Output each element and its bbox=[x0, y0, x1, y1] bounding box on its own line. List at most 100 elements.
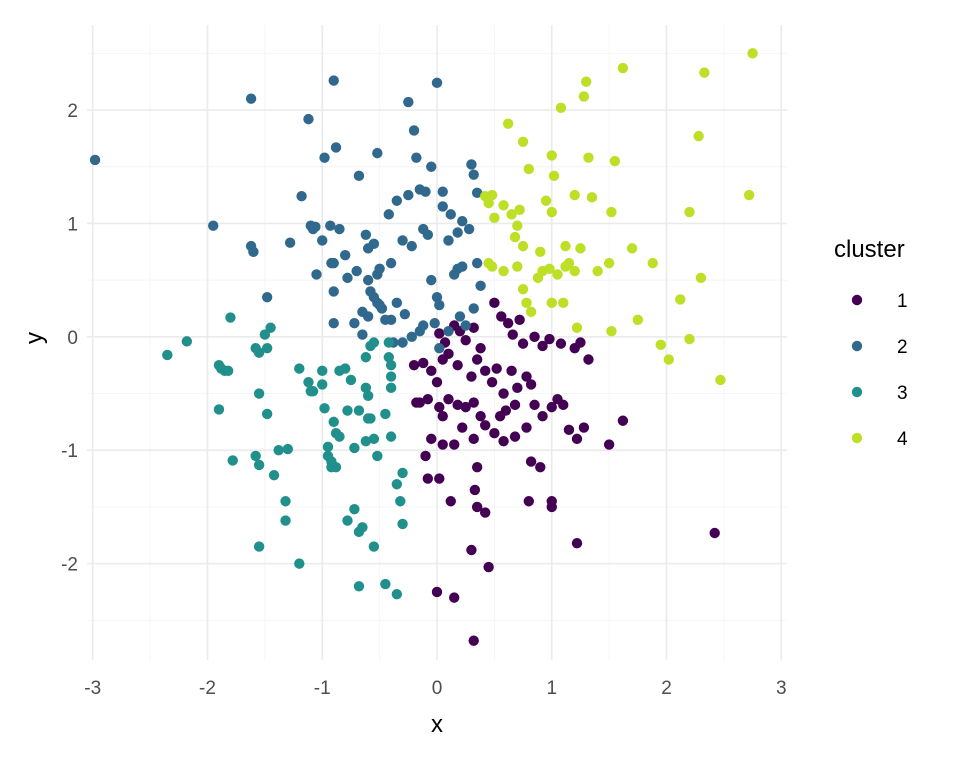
cluster-1-point bbox=[571, 538, 583, 549]
cluster-1-point bbox=[431, 376, 443, 388]
cluster-4-point bbox=[684, 206, 695, 218]
x-tick-label: -1 bbox=[314, 678, 331, 699]
cluster-2-point bbox=[437, 201, 448, 212]
cluster-4-point bbox=[655, 339, 666, 350]
cluster-4-point bbox=[512, 261, 523, 272]
cluster-3-point bbox=[368, 433, 380, 445]
cluster-3-point bbox=[334, 431, 345, 442]
legend-key-2 bbox=[851, 340, 863, 352]
cluster-2-point bbox=[368, 238, 380, 250]
cluster-2-point bbox=[460, 320, 471, 331]
cluster-4-point bbox=[743, 189, 755, 201]
cluster-3-point bbox=[372, 450, 383, 462]
cluster-3-point bbox=[385, 359, 397, 371]
y-axis-title: y bbox=[21, 332, 48, 344]
cluster-3-point bbox=[360, 435, 372, 447]
x-tick-label: 3 bbox=[776, 678, 787, 699]
cluster-4-point bbox=[569, 265, 580, 277]
cluster-3-point bbox=[345, 374, 357, 386]
cluster-2-point bbox=[466, 159, 477, 170]
cluster-1-point bbox=[537, 411, 548, 422]
cluster-2-point bbox=[319, 152, 330, 163]
cluster-2-point bbox=[261, 291, 273, 303]
cluster-3-point bbox=[213, 404, 225, 415]
cluster-2-point bbox=[284, 237, 296, 248]
cluster-2-point bbox=[357, 329, 368, 340]
cluster-3-point bbox=[227, 455, 238, 466]
cluster-4-point bbox=[498, 265, 509, 277]
cluster-3-point bbox=[253, 459, 265, 471]
cluster-3-point bbox=[349, 442, 360, 454]
cluster-3-point bbox=[280, 496, 291, 507]
cluster-4-point bbox=[606, 206, 617, 218]
cluster-2-point bbox=[403, 189, 414, 201]
cluster-4-point bbox=[560, 240, 571, 252]
cluster-2-point bbox=[353, 170, 365, 182]
cluster-1-point bbox=[575, 337, 586, 348]
cluster-4-point bbox=[535, 246, 546, 257]
cluster-1-point bbox=[420, 450, 431, 462]
y-tick-label: 2 bbox=[67, 101, 78, 122]
cluster-4-point bbox=[512, 220, 523, 231]
cluster-1-point bbox=[445, 496, 456, 507]
cluster-3-point bbox=[368, 541, 380, 552]
cluster-3-point bbox=[383, 337, 395, 348]
cluster-2-point bbox=[468, 169, 479, 180]
cluster-4-point bbox=[592, 265, 603, 277]
cluster-3-point bbox=[385, 371, 397, 382]
cluster-3-point bbox=[294, 363, 305, 374]
cluster-3-point bbox=[368, 337, 380, 348]
cluster-1-point bbox=[431, 586, 443, 598]
x-tick-label: 0 bbox=[432, 678, 443, 699]
cluster-1-point bbox=[452, 359, 463, 371]
cluster-3-point bbox=[319, 403, 330, 414]
cluster-1-point bbox=[452, 399, 463, 411]
cluster-1-point bbox=[422, 473, 434, 484]
cluster-1-point bbox=[468, 635, 479, 646]
cluster-3-point bbox=[225, 312, 236, 323]
cluster-3-point bbox=[250, 450, 261, 462]
cluster-1-point bbox=[479, 365, 491, 377]
cluster-4-point bbox=[575, 243, 586, 254]
cluster-2-point bbox=[457, 261, 468, 272]
cluster-1-point bbox=[460, 401, 471, 413]
legend-label-3: 3 bbox=[897, 383, 908, 404]
x-axis-ticks: -3 -2 -1 0 1 2 3 bbox=[84, 678, 786, 699]
cluster-3-point bbox=[339, 363, 351, 374]
cluster-4-point bbox=[626, 243, 638, 254]
cluster-1-point bbox=[408, 359, 420, 371]
cluster-1-point bbox=[521, 422, 532, 433]
cluster-4-point bbox=[489, 212, 500, 223]
cluster-2-point bbox=[362, 311, 374, 322]
cluster-2-point bbox=[431, 291, 443, 303]
cluster-1-point bbox=[546, 401, 557, 413]
cluster-3-point bbox=[391, 589, 403, 600]
cluster-3-point bbox=[273, 445, 284, 456]
cluster-4-point bbox=[486, 189, 498, 201]
cluster-1-point bbox=[603, 439, 615, 450]
cluster-4-point bbox=[580, 76, 592, 87]
cluster-2-point bbox=[339, 249, 351, 261]
cluster-1-point bbox=[709, 527, 720, 539]
cluster-3-point bbox=[303, 376, 314, 388]
cluster-3-point bbox=[360, 382, 372, 394]
cluster-2-point bbox=[360, 229, 372, 240]
cluster-2-point bbox=[391, 297, 403, 309]
cluster-3-point bbox=[383, 352, 395, 363]
cluster-1-point bbox=[529, 331, 540, 343]
cluster-4-point bbox=[699, 67, 710, 78]
cluster-4-point bbox=[532, 272, 544, 284]
cluster-2-point bbox=[426, 274, 437, 286]
cluster-4-point bbox=[586, 192, 598, 203]
cluster-1-point bbox=[544, 333, 555, 345]
cluster-4-point bbox=[517, 240, 529, 252]
cluster-1-point bbox=[507, 329, 518, 340]
cluster-1-point bbox=[491, 363, 502, 374]
cluster-3-point bbox=[280, 515, 291, 526]
cluster-2-point bbox=[303, 113, 314, 125]
cluster-1-point bbox=[525, 456, 537, 467]
cluster-4-point bbox=[509, 231, 521, 243]
cluster-1-point bbox=[514, 314, 525, 326]
cluster-1-point bbox=[434, 473, 445, 484]
cluster-2-point bbox=[434, 342, 445, 354]
